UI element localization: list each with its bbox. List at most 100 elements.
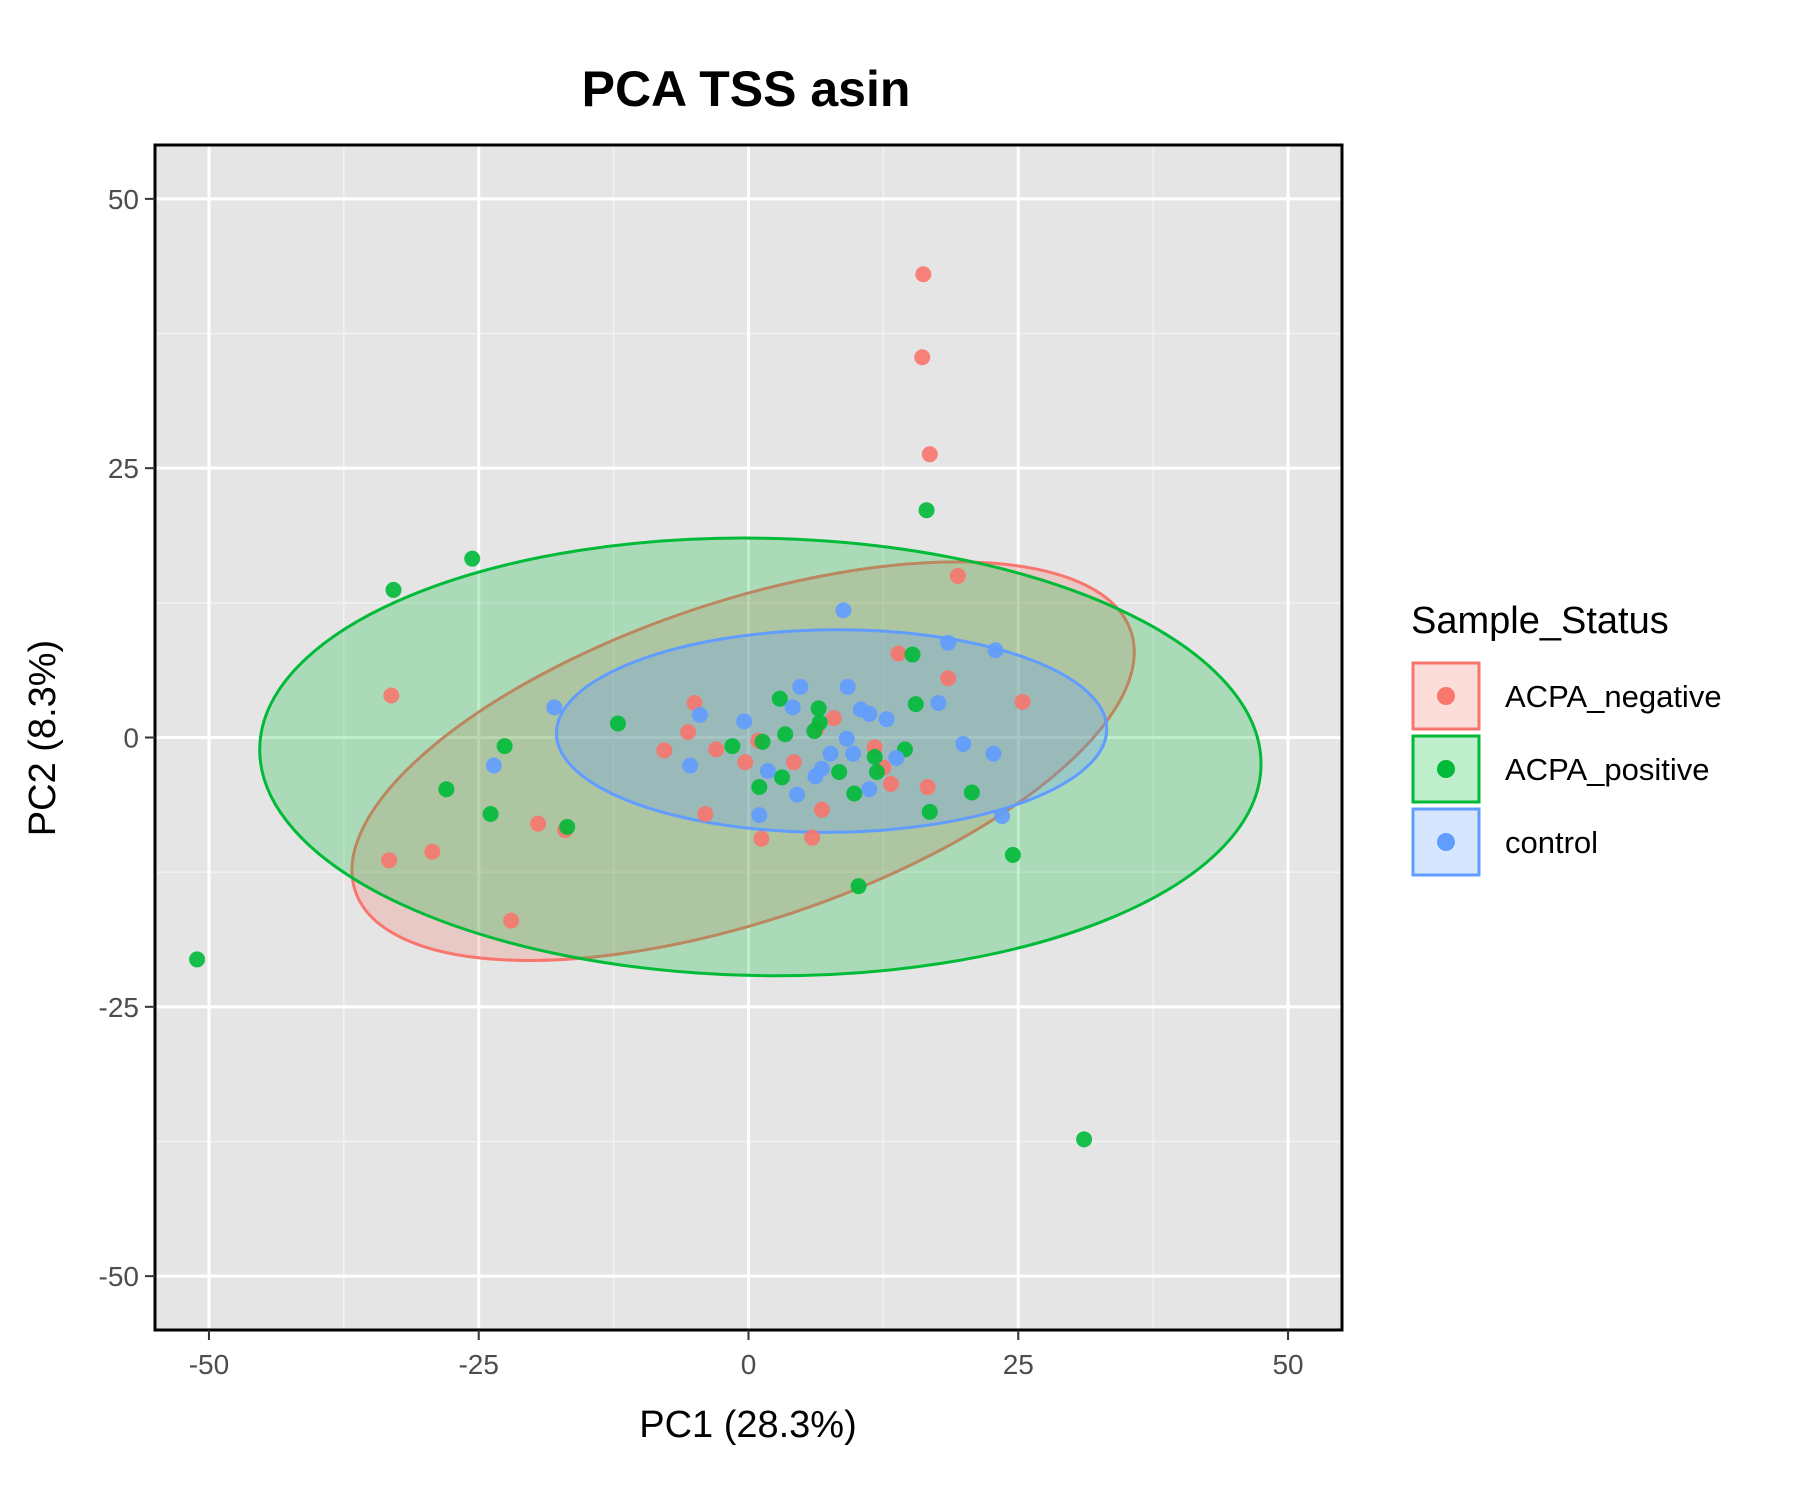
x-axis-title: PC1 (28.3%) <box>639 1404 857 1446</box>
point-control <box>691 706 708 723</box>
x-tick-label: 25 <box>1003 1349 1034 1380</box>
y-tick-label: 25 <box>108 453 139 484</box>
point-control <box>835 602 852 619</box>
point-acpa-positive <box>559 818 576 835</box>
point-control <box>940 634 957 651</box>
legend-key-point <box>1437 833 1455 851</box>
legend-key-point <box>1437 760 1455 778</box>
point-control <box>822 745 839 762</box>
point-acpa-positive <box>868 763 885 780</box>
point-control <box>736 713 753 730</box>
x-tick-label: -25 <box>458 1349 498 1380</box>
y-tick-label: -25 <box>99 992 139 1023</box>
legend-key-point <box>1437 687 1455 705</box>
point-control <box>861 781 878 798</box>
x-tick-label: 50 <box>1272 1349 1303 1380</box>
point-acpa-negative <box>915 266 932 283</box>
point-acpa-positive <box>482 805 499 822</box>
y-tick-label: -50 <box>99 1261 139 1292</box>
point-control <box>888 749 905 766</box>
x-tick-label: -50 <box>189 1349 229 1380</box>
point-control <box>784 699 801 716</box>
legend-label: ACPA_positive <box>1505 752 1709 787</box>
ellipse-control <box>554 628 1109 834</box>
x-axis: -50 -25 0 25 50 <box>189 1330 1304 1380</box>
point-acpa-negative <box>914 349 931 366</box>
point-acpa-negative <box>825 710 842 727</box>
point-acpa-negative <box>804 829 821 846</box>
legend-item-acpa-positive: ACPA_positive <box>1411 734 1709 804</box>
point-acpa-positive <box>751 779 768 796</box>
ellipse-acpa-positive <box>258 536 1263 978</box>
point-control <box>878 711 895 728</box>
chart-title: PCA TSS asin <box>582 61 911 117</box>
legend-label: ACPA_negative <box>1505 679 1722 714</box>
point-acpa-positive <box>771 690 788 707</box>
point-acpa-positive <box>496 738 513 755</box>
point-acpa-positive <box>724 738 741 755</box>
point-acpa-negative <box>503 912 520 929</box>
point-control <box>994 808 1011 825</box>
point-acpa-negative <box>708 741 725 758</box>
point-acpa-positive <box>866 748 883 765</box>
point-acpa-positive <box>846 785 863 802</box>
point-acpa-positive <box>831 763 848 780</box>
y-tick-label: 50 <box>108 184 139 215</box>
legend-item-acpa-negative: ACPA_negative <box>1411 661 1722 731</box>
y-tick-label: 0 <box>123 723 139 754</box>
point-acpa-negative <box>383 687 400 704</box>
point-control <box>759 762 776 779</box>
major-grid <box>155 145 1342 1330</box>
point-acpa-negative <box>680 724 697 741</box>
legend-key <box>1411 661 1481 731</box>
point-acpa-negative <box>785 754 802 771</box>
point-acpa-negative <box>882 775 899 792</box>
point-acpa-positive <box>918 502 935 519</box>
point-acpa-positive <box>904 646 921 663</box>
point-acpa-negative <box>697 805 714 822</box>
point-acpa-negative <box>890 645 907 662</box>
point-control <box>838 730 855 747</box>
point-acpa-negative <box>1014 693 1031 710</box>
point-control <box>930 695 947 712</box>
point-acpa-negative <box>949 567 966 584</box>
point-acpa-negative <box>656 742 673 759</box>
point-acpa-negative <box>737 754 754 771</box>
legend-key <box>1411 734 1481 804</box>
point-control <box>985 745 1002 762</box>
point-acpa-positive <box>777 726 794 743</box>
point-control <box>751 807 768 824</box>
point-acpa-positive <box>806 723 823 740</box>
legend: Sample_Status ACPA_negative ACPA_positive… <box>1411 600 1722 877</box>
point-control <box>789 786 806 803</box>
point-control <box>987 642 1004 659</box>
data-points <box>189 266 1093 1148</box>
point-control <box>955 735 972 752</box>
point-control <box>807 768 824 785</box>
point-acpa-negative <box>813 801 830 818</box>
point-acpa-positive <box>963 784 980 801</box>
point-acpa-positive <box>464 550 481 567</box>
point-control <box>485 757 502 774</box>
point-acpa-positive <box>810 700 827 717</box>
legend-title: Sample_Status <box>1411 600 1669 642</box>
point-acpa-negative <box>753 830 770 847</box>
point-control <box>682 757 699 774</box>
point-acpa-negative <box>381 852 398 869</box>
point-acpa-negative <box>940 670 957 687</box>
point-acpa-positive <box>385 581 402 598</box>
point-acpa-positive <box>189 951 206 968</box>
point-control <box>845 745 862 762</box>
point-control <box>861 705 878 722</box>
point-acpa-negative <box>921 446 938 463</box>
legend-item-control: control <box>1411 807 1598 877</box>
point-acpa-positive <box>438 781 455 798</box>
point-acpa-positive <box>850 878 867 895</box>
point-control <box>792 678 809 695</box>
point-acpa-negative <box>424 843 441 860</box>
point-acpa-negative <box>530 815 547 832</box>
point-acpa-negative <box>919 779 936 796</box>
point-control <box>839 678 856 695</box>
point-acpa-positive <box>1076 1131 1093 1148</box>
x-tick-label: 0 <box>741 1349 757 1380</box>
